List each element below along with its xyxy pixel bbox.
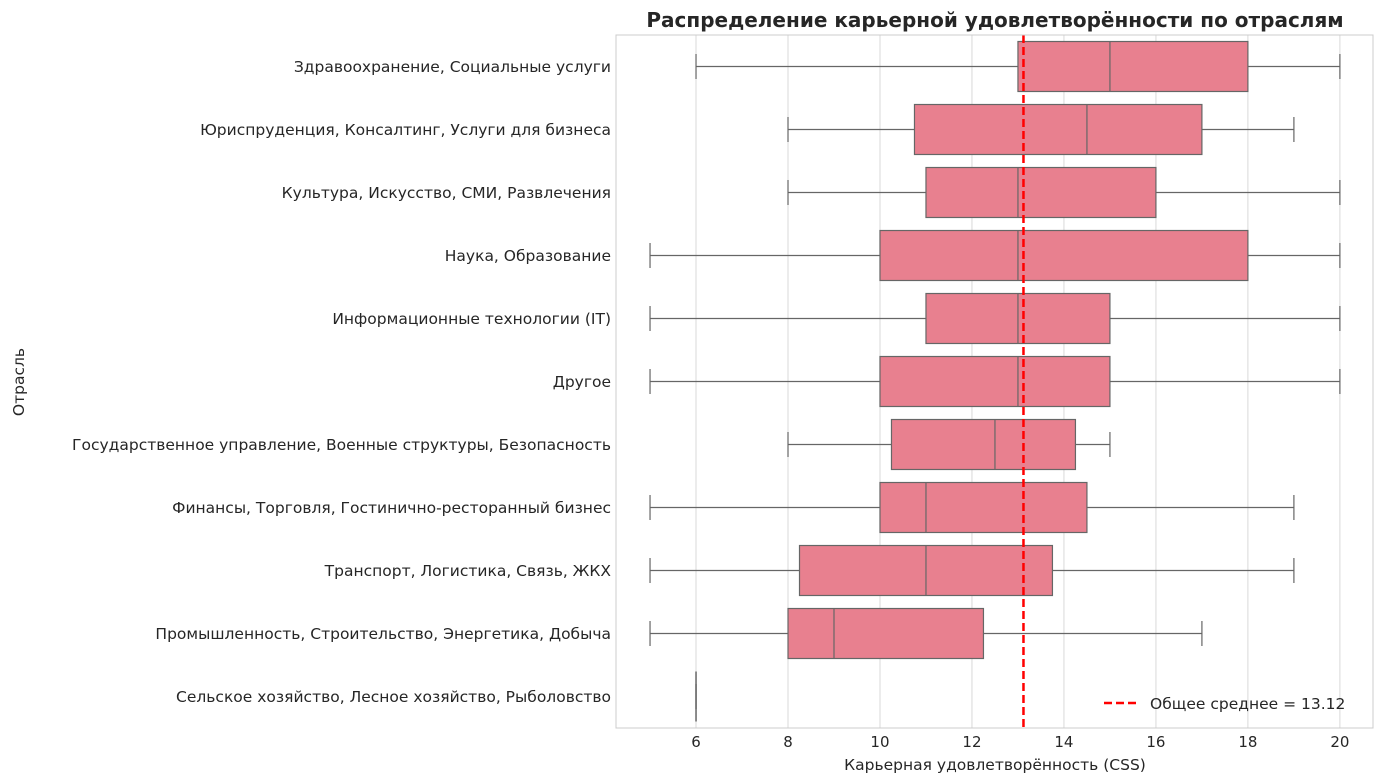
category-label: Сельское хозяйство, Лесное хозяйство, Ры…	[176, 688, 611, 706]
y-categories: Здравоохранение, Социальные услуги Юриспр…	[72, 58, 611, 706]
category-label: Другое	[553, 373, 611, 391]
box-2	[787, 166, 1341, 219]
box-iqr	[879, 229, 1249, 282]
boxes	[649, 40, 1341, 722]
x-axis-label: Карьерная удовлетворённость (CSS)	[844, 756, 1146, 774]
plot-frame	[615, 34, 1374, 729]
x-tick-label: 10	[870, 733, 889, 751]
box-iqr	[1017, 40, 1249, 93]
box-iqr	[925, 166, 1157, 219]
legend-label: Общее среднее = 13.12	[1150, 695, 1345, 713]
x-tick-label: 6	[691, 733, 701, 751]
category-label: Здравоохранение, Социальные услуги	[294, 58, 611, 76]
category-label: Транспорт, Логистика, Связь, ЖКХ	[324, 562, 612, 580]
x-ticks: 6 8 10 12 14 16 18 20	[691, 733, 1349, 751]
chart-title: Распределение карьерной удовлетворённост…	[646, 8, 1343, 32]
x-tick-label: 8	[783, 733, 793, 751]
box-9	[649, 607, 1203, 660]
box-iqr	[890, 418, 1077, 471]
x-tick-label: 20	[1330, 733, 1349, 751]
x-tick-label: 18	[1238, 733, 1257, 751]
legend: Общее среднее = 13.12	[1104, 695, 1345, 713]
box-5	[649, 355, 1341, 408]
box-iqr	[913, 103, 1203, 156]
box-0	[695, 40, 1341, 93]
x-tick-label: 12	[962, 733, 981, 751]
box-6	[787, 418, 1111, 471]
category-label: Промышленность, Строительство, Энергетик…	[155, 625, 611, 643]
category-label: Культура, Искусство, СМИ, Развлечения	[282, 184, 611, 202]
category-label: Финансы, Торговля, Гостинично-ресторанны…	[172, 499, 611, 517]
box-1	[787, 103, 1295, 156]
category-label: Информационные технологии (IT)	[332, 310, 611, 328]
box-iqr	[787, 607, 985, 660]
box-iqr	[879, 481, 1088, 534]
category-label: Государственное управление, Военные стру…	[72, 436, 611, 454]
box-4	[649, 292, 1341, 345]
x-tick-label: 16	[1146, 733, 1165, 751]
category-label: Юриспруденция, Консалтинг, Услуги для би…	[200, 121, 611, 139]
category-label: Наука, Образование	[445, 247, 611, 265]
x-tick-label: 14	[1054, 733, 1073, 751]
box-8	[649, 544, 1295, 597]
y-axis-label: Отрасль	[10, 348, 28, 416]
box-7	[649, 481, 1295, 534]
box-3	[649, 229, 1341, 282]
box-iqr	[879, 355, 1111, 408]
